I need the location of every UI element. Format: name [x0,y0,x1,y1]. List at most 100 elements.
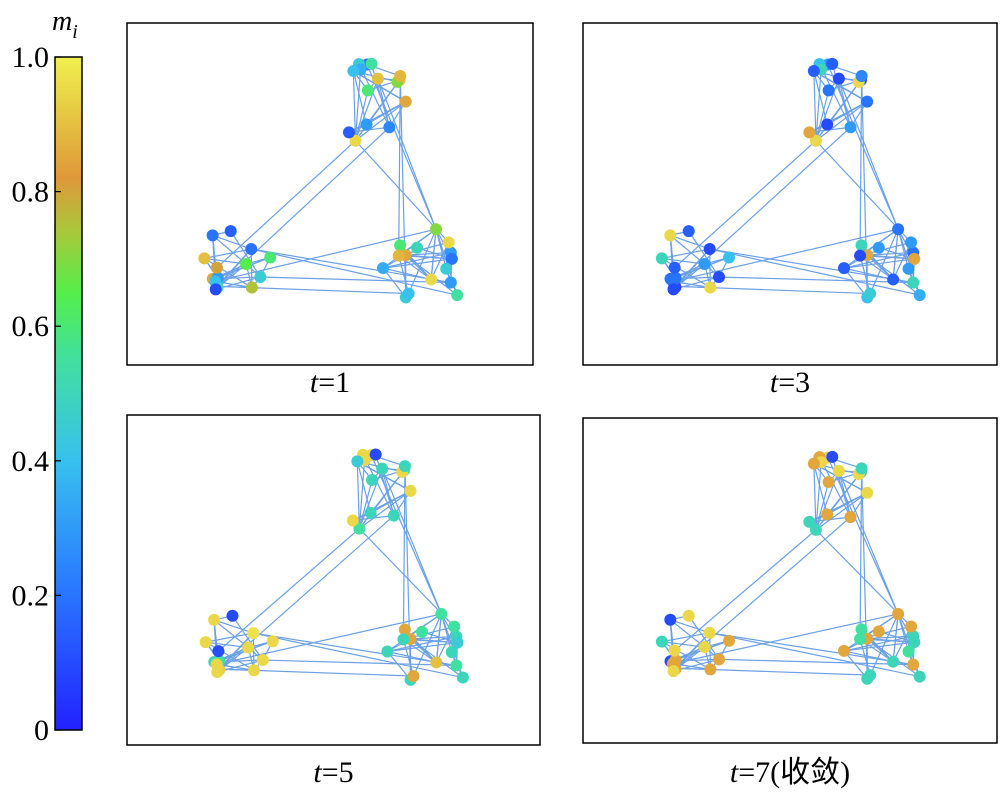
node [667,283,679,295]
node [907,659,919,671]
edge [675,530,816,651]
node [450,659,462,671]
node [854,633,866,645]
node [457,672,469,684]
node [821,508,833,520]
node [198,252,210,264]
node [400,96,412,108]
node [656,636,668,648]
panel-frame [127,23,533,365]
node [864,288,876,300]
node [240,258,252,270]
colorbar-tick-label: 0.4 [12,445,50,478]
node [856,70,868,82]
node [225,225,237,237]
node [699,641,711,653]
node [365,507,377,519]
node [803,516,815,528]
node [343,126,355,138]
node [377,262,389,274]
node [393,250,405,262]
node [210,283,222,295]
node [826,58,838,70]
edge [217,141,356,268]
edge [898,229,908,269]
colorbar-tick-label: 0 [34,714,49,747]
panel-frame [583,418,997,743]
node [407,670,419,682]
node [914,671,926,683]
node [723,635,735,647]
node [873,242,885,254]
node [248,664,260,676]
node [873,626,885,638]
edge [217,286,409,293]
node [856,462,868,474]
node [669,645,681,657]
node [451,289,463,301]
node [704,282,716,294]
node [803,126,815,138]
node [383,121,395,133]
node [713,271,725,283]
node [903,263,915,275]
node [704,243,716,255]
node [394,70,406,82]
node [394,239,406,251]
edge [251,249,457,295]
colorbar-subscript: i [72,21,78,43]
node [208,614,220,626]
node [664,614,676,626]
node [823,476,835,488]
panel-frame [127,415,540,745]
node [370,448,382,460]
node [699,258,711,270]
node [404,485,416,497]
node [704,627,716,639]
node [448,621,460,633]
edge [675,141,816,268]
node [833,465,845,477]
node [656,252,668,264]
node [856,239,868,251]
node [207,229,219,241]
node [403,288,415,300]
node [245,243,257,255]
node [664,229,676,241]
node [845,511,857,523]
node [388,510,400,522]
node [887,273,899,285]
node [200,636,212,648]
node [362,84,374,96]
node [440,263,452,275]
colorbar-tick-label: 0.2 [12,579,50,612]
panel-caption: t=7(收敛) [730,756,850,789]
node [430,656,442,668]
edge [675,286,870,293]
node [892,223,904,235]
node [833,73,845,85]
node [861,96,873,108]
node [254,271,266,283]
node [445,277,457,289]
node [907,277,919,289]
colorbar-tick-label: 1.0 [12,41,50,74]
node [887,656,899,668]
node [212,645,224,657]
panel-caption: t=3 [770,366,810,399]
panel-caption: t=5 [313,756,353,789]
edge [710,249,920,295]
node [425,273,437,285]
node [211,666,223,678]
node [443,236,455,248]
node [713,653,725,665]
edge [675,668,870,675]
node [914,289,926,301]
node [361,118,373,130]
node [723,251,735,263]
node [365,58,377,70]
node [808,65,820,77]
node [247,627,259,639]
node [347,514,359,526]
